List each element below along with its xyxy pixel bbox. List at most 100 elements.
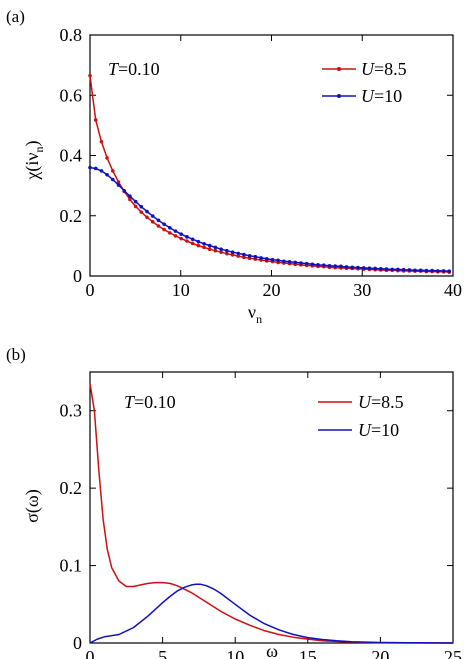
legend-label-u10-value: =10 (374, 86, 402, 106)
legend-label-u85: U=8.5 (361, 59, 407, 79)
x-tick-label: 10 (226, 647, 244, 659)
x-tick-label: 30 (353, 280, 371, 300)
panel-b-annotation-var: T (124, 392, 136, 412)
y-tick-label: 0 (73, 266, 82, 286)
data-point (190, 241, 195, 246)
data-point (168, 226, 172, 230)
data-point (133, 199, 138, 204)
y-tick-label: 0.8 (60, 25, 83, 45)
data-point (253, 254, 258, 259)
data-point (436, 269, 440, 273)
data-point (242, 252, 246, 257)
data-point (179, 236, 184, 241)
data-point (196, 239, 201, 244)
x-tick-label: 10 (172, 280, 190, 300)
data-point (316, 263, 320, 267)
panel-a-ylabel-sub: n (32, 146, 46, 152)
data-point (339, 264, 343, 269)
legend-marker-u10 (337, 94, 341, 98)
y-tick-label: 0.1 (60, 556, 83, 576)
panel-b-annotation-value: =0.10 (134, 392, 176, 412)
data-point (202, 245, 206, 250)
x-tick-label: 5 (158, 647, 167, 659)
panel-a-label: (a) (6, 7, 25, 26)
panel-a-xlabel-sub: n (256, 312, 262, 326)
data-point (202, 241, 206, 246)
data-point (156, 218, 161, 223)
data-point (407, 268, 412, 272)
panel-a-ylabel-pre: χ(iν (22, 152, 43, 180)
legend-label-u10-var: U (361, 86, 375, 106)
data-point (99, 169, 104, 173)
panel-a-annotation-value: =0.10 (118, 59, 160, 79)
data-point (105, 156, 109, 160)
data-point (424, 268, 429, 273)
legend-marker-u85 (337, 67, 341, 71)
data-point (378, 266, 383, 271)
legend-label-u85-b-value: =8.5 (371, 392, 404, 412)
data-point (350, 265, 355, 270)
data-point (310, 262, 315, 267)
y-tick-label: 0.3 (60, 401, 83, 421)
data-point (88, 73, 92, 78)
x-tick-label: 25 (444, 647, 462, 659)
data-point (162, 227, 166, 232)
data-point (93, 166, 98, 171)
data-point (116, 183, 121, 187)
data-point (219, 247, 223, 251)
panel-b-ylabel: σ(ω) (22, 489, 43, 523)
legend-label-u10-b-var: U (358, 420, 372, 440)
legend-label-u85-b: U=8.5 (358, 392, 404, 412)
series-line-b-1 (89, 583, 454, 644)
data-point (242, 255, 246, 260)
data-point (219, 250, 223, 255)
y-tick-label: 0 (73, 633, 82, 653)
data-point (93, 118, 98, 122)
data-point (110, 177, 115, 182)
y-tick-label: 0.2 (60, 206, 83, 226)
panel-b-annotation: T=0.10 (124, 392, 176, 412)
data-point (196, 243, 201, 248)
data-point (356, 265, 360, 270)
panel-b-legend: U=8.5 U=10 (318, 392, 404, 440)
y-tick-label: 0.4 (60, 146, 83, 166)
data-point (321, 263, 326, 267)
data-point (259, 256, 263, 260)
data-point (168, 231, 172, 235)
legend-label-u10-b-value: =10 (371, 420, 399, 440)
data-point (304, 261, 309, 266)
series-line-b-0 (89, 383, 454, 644)
x-tick-label: 0 (86, 280, 95, 300)
data-point (293, 260, 298, 265)
data-point (207, 243, 212, 248)
data-point (185, 235, 189, 239)
data-point (173, 229, 178, 233)
data-point (145, 215, 149, 220)
panel-a-ylabel: χ(iνn) (22, 140, 46, 180)
data-point (179, 232, 184, 236)
data-point (230, 250, 235, 255)
data-point (190, 237, 195, 242)
data-point (213, 248, 218, 253)
data-point (447, 269, 451, 273)
data-point (396, 267, 400, 272)
data-point (361, 266, 366, 270)
series-line-a-1 (89, 166, 450, 272)
data-point (418, 268, 423, 273)
legend-label-u10-b: U=10 (358, 420, 399, 440)
panel-a-legend: U=8.5 U=10 (322, 59, 407, 106)
y-tick-label: 0.6 (60, 85, 83, 105)
panel-b-label: (b) (6, 345, 26, 364)
panel-b: (b) T=0.10 U=8.5 U=10 ω σ(ω) 0 5 10 15 20 250… (6, 345, 462, 659)
data-point (384, 267, 389, 271)
data-point (333, 264, 338, 268)
legend-label-u85-b-var: U (358, 392, 372, 412)
data-point (225, 248, 229, 253)
data-point (282, 259, 286, 264)
data-point (88, 165, 92, 170)
data-point (230, 253, 235, 257)
data-point (110, 169, 115, 173)
legend-label-u85-value: =8.5 (374, 59, 407, 79)
panel-a-annotation-var: T (108, 59, 120, 79)
